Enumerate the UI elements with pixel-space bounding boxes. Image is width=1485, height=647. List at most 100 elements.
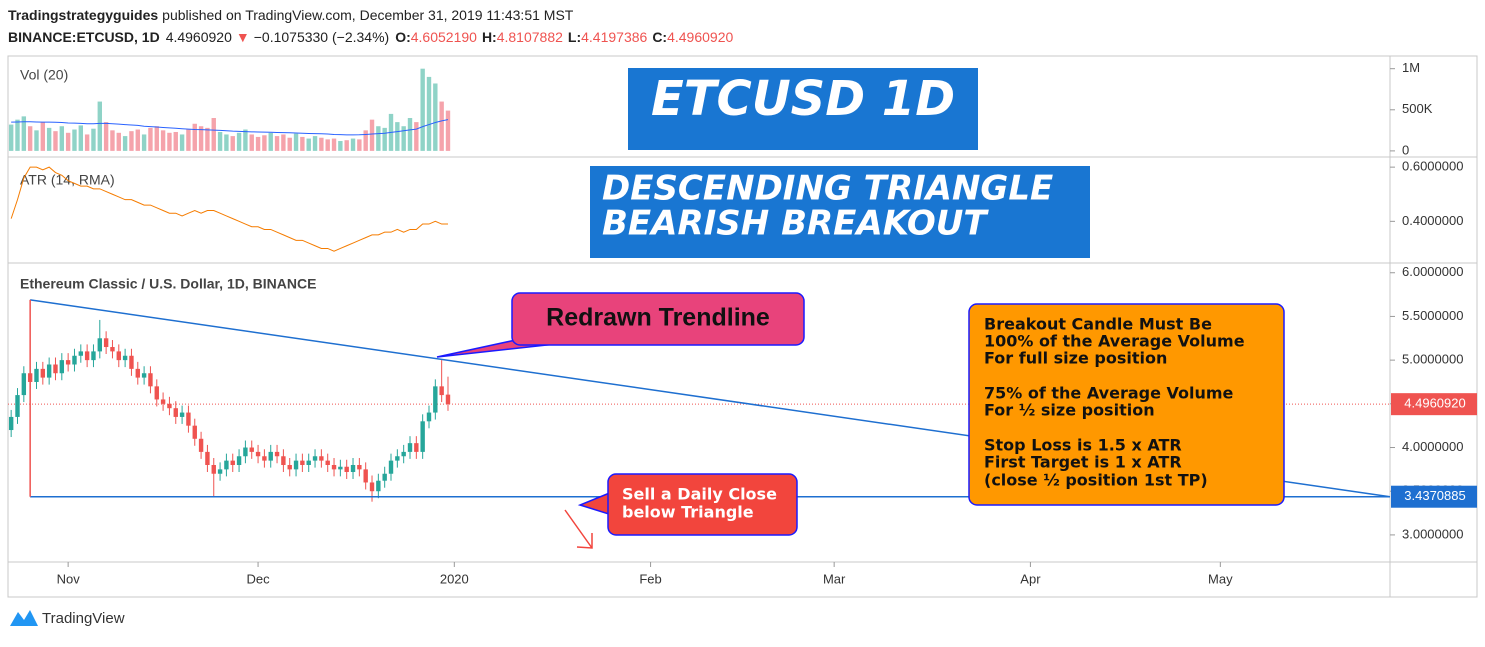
candle-body: [21, 373, 27, 396]
candle-body: [426, 412, 432, 422]
close-label: C:: [652, 29, 667, 45]
rule-line: For ½ size position: [984, 401, 1155, 420]
volume-bar: [198, 126, 204, 151]
volume-bar: [59, 126, 65, 151]
volume-bar: [439, 101, 444, 151]
y-tick-label: 0.6000000: [1402, 159, 1463, 174]
rule-line: For full size position: [984, 349, 1167, 368]
last-price-tag-label: 4.4960920: [1404, 396, 1465, 411]
volume-bar: [420, 68, 425, 151]
frame: [7, 55, 1478, 598]
candle-body: [350, 464, 356, 472]
volume-bar: [414, 122, 419, 151]
last-price-tag: [1391, 393, 1477, 416]
x-tick-label: Nov: [57, 571, 81, 586]
header: Tradingstrategyguides published on Tradin…: [8, 7, 733, 45]
candle-body: [414, 443, 419, 452]
volume-bar: [15, 119, 20, 151]
candle-body: [249, 447, 254, 452]
volume-bar: [217, 131, 223, 151]
y-tick-label: 1M: [1402, 60, 1420, 75]
volume-bar: [382, 127, 387, 151]
candle-body: [148, 373, 153, 387]
candle-body: [230, 460, 235, 465]
candle-body: [300, 460, 305, 465]
y-tick-label: 500K: [1402, 101, 1433, 116]
volume-bar: [91, 128, 96, 151]
volume-bar: [141, 134, 147, 151]
candle-body: [116, 351, 121, 361]
candle-body: [205, 451, 210, 465]
y-tick-label: 3.0000000: [1402, 526, 1463, 541]
volume-bar: [154, 126, 159, 151]
candle-body: [179, 412, 185, 417]
low: 4.4197386: [581, 29, 647, 45]
volume-bar: [148, 127, 153, 151]
rule-line: Breakout Candle Must Be: [984, 315, 1212, 334]
footer: TradingView: [10, 610, 125, 627]
volume-bar: [72, 129, 77, 151]
volume-bar: [160, 130, 166, 151]
candle-body: [445, 394, 451, 405]
volume-bar: [34, 130, 39, 151]
down-arrow: [564, 509, 593, 549]
volume-bar: [312, 136, 318, 151]
candle-body: [122, 355, 128, 361]
volume-bar: [230, 136, 235, 151]
open: 4.6052190: [411, 29, 477, 45]
candle-body: [293, 460, 299, 470]
trendline-note: Redrawn Trendline: [546, 304, 770, 332]
volume-bar: [186, 129, 191, 151]
candle-body: [281, 456, 286, 465]
candle-body: [15, 395, 20, 417]
volume-bar: [344, 140, 349, 151]
volume-bar: [331, 138, 337, 151]
title-box-text: ETCUSD 1D: [651, 71, 955, 127]
x-tick-label: 2020: [440, 571, 469, 586]
candle-body: [287, 464, 292, 470]
candle-body: [382, 473, 387, 481]
volume-bar: [103, 122, 109, 151]
publish-line: Tradingstrategyguides published on Tradin…: [8, 7, 574, 23]
title-box: [628, 68, 978, 150]
candle-body: [198, 438, 204, 452]
candle-body: [65, 360, 71, 365]
x-tick-label: Dec: [247, 571, 271, 586]
pane-title: Vol (20): [20, 67, 68, 83]
volume-bar: [53, 131, 58, 151]
volume-bar: [325, 139, 330, 151]
volume-bar: [135, 129, 140, 151]
last: 4.4960920: [166, 29, 232, 45]
candle-body: [224, 460, 229, 470]
volume-bar: [262, 135, 267, 151]
volume-bar: [243, 129, 248, 151]
volume-ma: [11, 119, 449, 136]
x-tick-label: May: [1208, 571, 1233, 586]
candle-body: [306, 460, 311, 465]
close: 4.4960920: [667, 29, 733, 45]
volume-bar: [46, 127, 52, 151]
sell-note: below Triangle: [622, 503, 754, 522]
candle-body: [40, 368, 46, 378]
volume-bar: [338, 141, 343, 151]
high-label: H:: [482, 29, 497, 45]
volume-bar: [357, 139, 362, 151]
candle-body: [154, 386, 159, 400]
volume-bar: [255, 136, 261, 151]
rule-line: (close ½ position 1st TP): [984, 471, 1208, 490]
chart-frame: [7, 55, 1478, 598]
candle-body: [369, 482, 375, 492]
volume-bar: [426, 76, 432, 151]
y-tick-label: 5.0000000: [1402, 352, 1463, 367]
volume-bar: [401, 126, 406, 151]
arrow-shaft: [564, 509, 593, 549]
candle-body: [173, 408, 178, 417]
candle-body: [338, 466, 343, 470]
x-tick-label: Mar: [823, 571, 846, 586]
candle-body: [141, 373, 147, 378]
high: 4.8107882: [497, 29, 563, 45]
y-tick-label: 0: [1402, 142, 1409, 157]
candle-body: [129, 355, 134, 369]
volume-bar: [287, 137, 292, 151]
candle-body: [433, 386, 438, 413]
